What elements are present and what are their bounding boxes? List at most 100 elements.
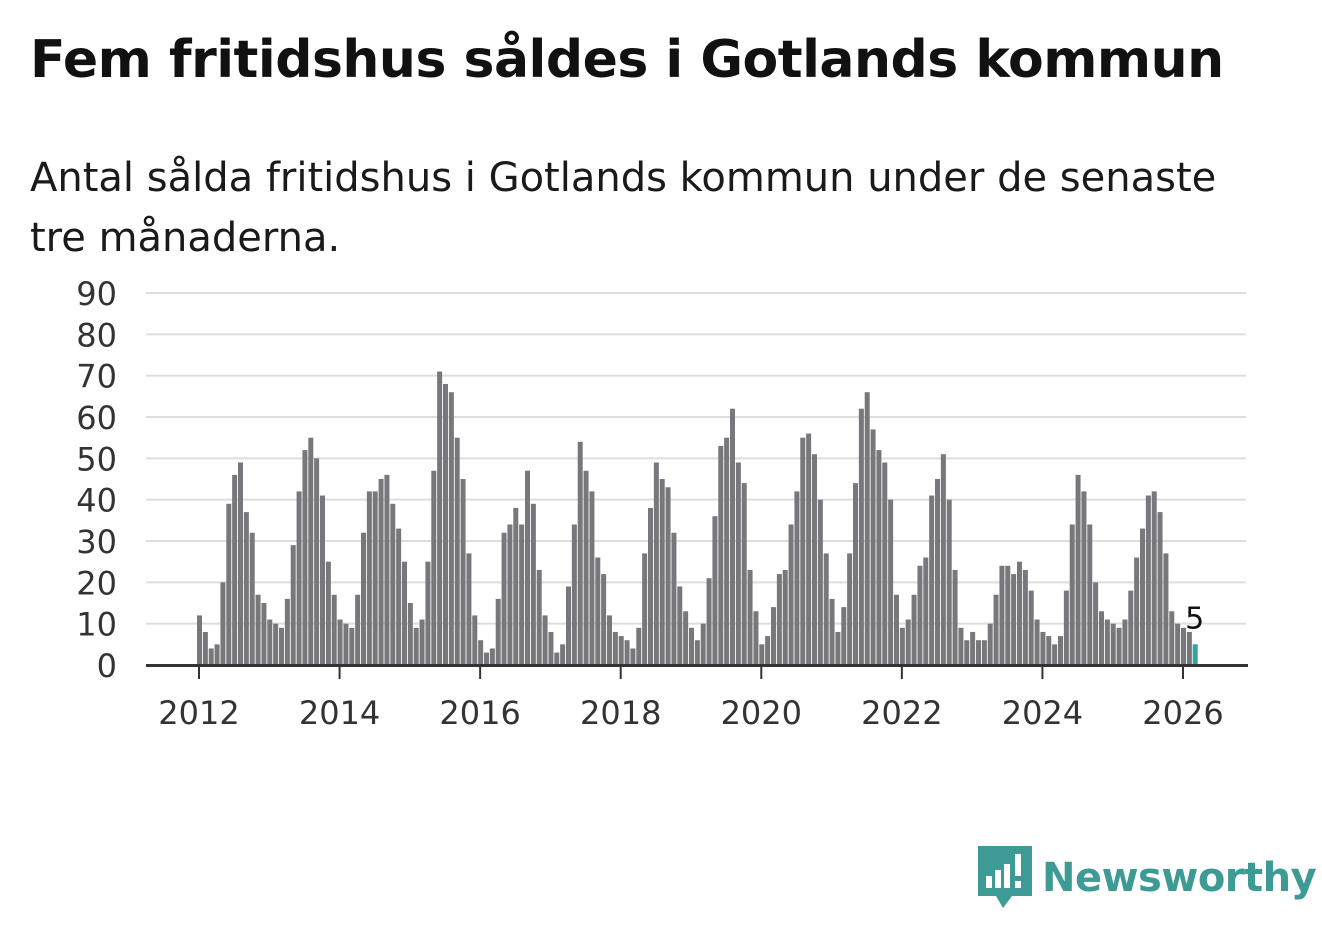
bar — [730, 408, 735, 665]
annotations: 5 — [1185, 601, 1204, 636]
bar — [1093, 582, 1099, 665]
bar — [1116, 627, 1122, 665]
bar — [630, 648, 636, 665]
bar — [618, 636, 624, 665]
y-tick-label: 60 — [76, 399, 117, 437]
bar — [905, 619, 911, 665]
bar — [589, 491, 595, 665]
y-tick-label: 70 — [76, 358, 117, 396]
bar — [706, 578, 712, 665]
bar — [776, 574, 782, 665]
bar-highlight — [1192, 644, 1198, 665]
bar — [548, 631, 554, 665]
bar — [366, 491, 372, 665]
x-tick-label: 2020 — [721, 694, 802, 732]
bar — [238, 462, 243, 665]
bar — [636, 627, 642, 665]
bar — [273, 623, 279, 665]
bar — [753, 611, 759, 665]
bar — [1005, 565, 1011, 665]
bar — [853, 483, 858, 665]
bar — [940, 454, 946, 665]
bar — [583, 470, 589, 665]
newsworthy-logo-icon — [978, 846, 1032, 908]
bar — [689, 627, 694, 665]
bar — [542, 615, 548, 665]
bar — [255, 594, 261, 665]
bar — [431, 470, 437, 665]
y-tick-label: 10 — [76, 606, 117, 644]
bar — [331, 594, 337, 665]
bar — [1069, 524, 1075, 665]
bar — [841, 607, 847, 665]
bar — [1181, 627, 1186, 665]
bar — [472, 615, 478, 665]
y-tick-label: 80 — [76, 316, 117, 354]
bar — [1034, 619, 1040, 665]
bar — [712, 516, 718, 665]
bar — [261, 603, 267, 665]
bar — [208, 648, 214, 665]
highlight-label: 5 — [1185, 601, 1204, 636]
bar — [507, 524, 513, 665]
bar — [1099, 611, 1104, 665]
bar — [495, 598, 501, 665]
bar — [612, 631, 618, 665]
bar — [1186, 631, 1192, 665]
bar — [1022, 569, 1028, 665]
bar — [232, 474, 238, 665]
bar — [1087, 524, 1093, 665]
bar — [1063, 590, 1069, 665]
bar — [1128, 590, 1134, 665]
x-tick-label: 2026 — [1142, 694, 1223, 732]
bar — [829, 598, 835, 665]
bar — [1140, 528, 1145, 665]
bar — [648, 507, 653, 665]
bar — [372, 491, 378, 665]
bar — [460, 479, 466, 665]
bar — [952, 569, 958, 665]
bar — [601, 574, 607, 665]
bar — [202, 631, 208, 665]
bar — [993, 594, 999, 665]
bar — [1075, 474, 1081, 665]
bar — [964, 640, 970, 665]
bar — [1028, 590, 1034, 665]
bar — [243, 512, 249, 665]
bar — [566, 586, 571, 665]
bar — [302, 450, 308, 665]
bar — [530, 503, 536, 665]
x-tick-label: 2016 — [439, 694, 520, 732]
bar — [677, 586, 683, 665]
bar — [249, 532, 255, 665]
bar — [489, 648, 495, 665]
bar — [1040, 631, 1046, 665]
bar — [894, 594, 899, 665]
bar — [935, 479, 940, 665]
bar — [437, 371, 443, 665]
bar — [595, 557, 601, 665]
bar — [1052, 644, 1058, 665]
bar — [554, 652, 560, 665]
bar — [296, 491, 302, 665]
brand-name: Newsworthy — [1042, 855, 1317, 901]
bar — [577, 441, 583, 665]
bar — [454, 437, 460, 665]
bar — [771, 607, 776, 665]
bar — [478, 640, 484, 665]
bar — [683, 611, 689, 665]
bar — [911, 594, 917, 665]
bar — [788, 524, 794, 665]
bar — [694, 640, 700, 665]
bar — [917, 565, 923, 665]
bar — [513, 507, 519, 665]
bar — [443, 383, 448, 665]
bar — [267, 619, 273, 665]
bar — [284, 598, 290, 665]
y-tick-label: 50 — [76, 440, 117, 478]
bar — [571, 524, 577, 665]
bar — [1157, 512, 1163, 665]
bar — [343, 623, 349, 665]
bar — [484, 652, 489, 665]
y-tick-label: 30 — [76, 523, 117, 561]
